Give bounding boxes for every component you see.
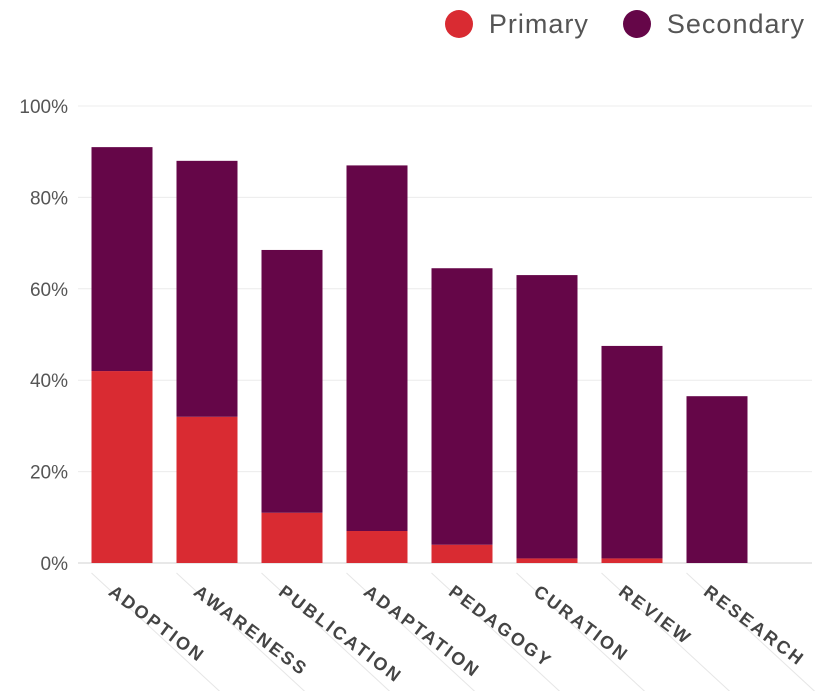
legend-label-secondary: Secondary	[666, 8, 805, 39]
y-tick-label: 60%	[30, 280, 68, 301]
y-tick-label: 0%	[41, 554, 69, 575]
bar-primary-adaptation	[346, 531, 408, 563]
x-axis: ADOPTIONAWARENESSPUBLICATIONADAPTATIONPE…	[105, 581, 809, 687]
y-tick-label: 40%	[30, 371, 68, 392]
legend-swatch-primary	[444, 10, 473, 38]
category-guide-line	[431, 572, 561, 691]
category-guide-line	[601, 572, 731, 691]
category-guide-line	[91, 572, 221, 691]
x-category-guides	[91, 572, 815, 691]
bar-secondary-research	[686, 396, 748, 563]
category-guide-line	[261, 572, 391, 691]
bar-secondary-adaptation	[346, 165, 408, 532]
legend-swatch-secondary	[622, 10, 651, 38]
bar-secondary-adoption	[91, 147, 153, 372]
y-tick-label: 100%	[19, 97, 68, 118]
y-tick-label: 20%	[30, 463, 68, 484]
bar-primary-curation	[516, 558, 578, 563]
category-guide-line	[176, 572, 306, 691]
category-guide-line	[686, 572, 815, 691]
bar-secondary-publication	[261, 249, 323, 513]
legend-item-primary: Primary	[444, 8, 589, 40]
bars	[91, 147, 748, 563]
bar-secondary-curation	[516, 275, 578, 559]
bar-primary-review	[601, 558, 663, 563]
chart-legend: Primary Secondary	[444, 6, 805, 42]
x-tick-label: REVIEW	[615, 581, 696, 649]
category-guide-line	[346, 572, 476, 691]
bar-primary-awareness	[176, 416, 238, 563]
y-tick-label: 80%	[30, 188, 68, 209]
bar-secondary-awareness	[176, 160, 238, 417]
bar-primary-adoption	[91, 371, 153, 563]
legend-item-secondary: Secondary	[622, 8, 805, 40]
bar-primary-pedagogy	[431, 544, 493, 563]
category-guide-line	[516, 572, 646, 691]
bar-primary-publication	[261, 512, 323, 563]
x-tick-label: RESEARCH	[700, 581, 809, 670]
bar-secondary-review	[601, 345, 663, 559]
legend-label-primary: Primary	[488, 8, 589, 39]
y-axis: 0% 20% 40% 60% 80% 100%	[19, 97, 68, 575]
bar-secondary-pedagogy	[431, 268, 493, 545]
